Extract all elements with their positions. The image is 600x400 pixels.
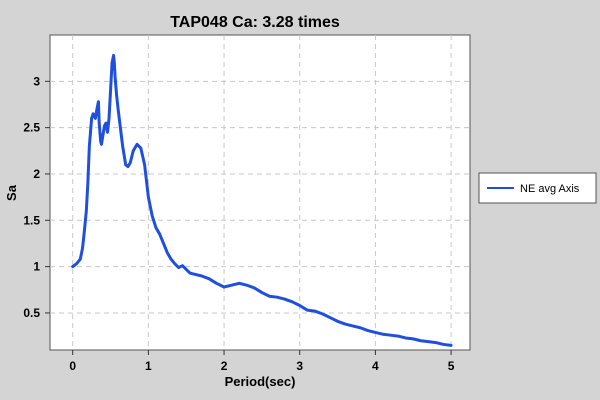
axes: 0 1 2 3 4 5 0.5 1 1.5 2 2.5 3: [23, 74, 454, 373]
legend-label: NE avg Axis: [520, 183, 580, 195]
y-tick-label: 2.5: [23, 121, 40, 135]
x-tick-label: 2: [221, 359, 228, 373]
x-tick-label: 4: [372, 359, 379, 373]
x-tick-label: 3: [296, 359, 303, 373]
y-tick-label: 1.5: [23, 213, 40, 227]
y-tick-label: 1: [33, 260, 40, 274]
y-tick-label: 2: [33, 167, 40, 181]
x-tick-label: 0: [69, 359, 76, 373]
series-line-0: [71, 53, 453, 347]
y-tick-label: 3: [33, 74, 40, 88]
y-axis-label: Sa: [4, 184, 19, 201]
chart-title: TAP048 Ca: 3.28 times: [170, 14, 340, 31]
legend: NE avg Axis: [478, 172, 597, 204]
x-tick-label: 5: [448, 359, 455, 373]
x-axis-label: Period(sec): [225, 374, 296, 389]
plot-area: [49, 34, 471, 351]
series-layer: [71, 53, 453, 347]
grid-lines: [50, 35, 470, 350]
x-tick-label: 1: [145, 359, 152, 373]
y-tick-label: 0.5: [23, 306, 40, 320]
